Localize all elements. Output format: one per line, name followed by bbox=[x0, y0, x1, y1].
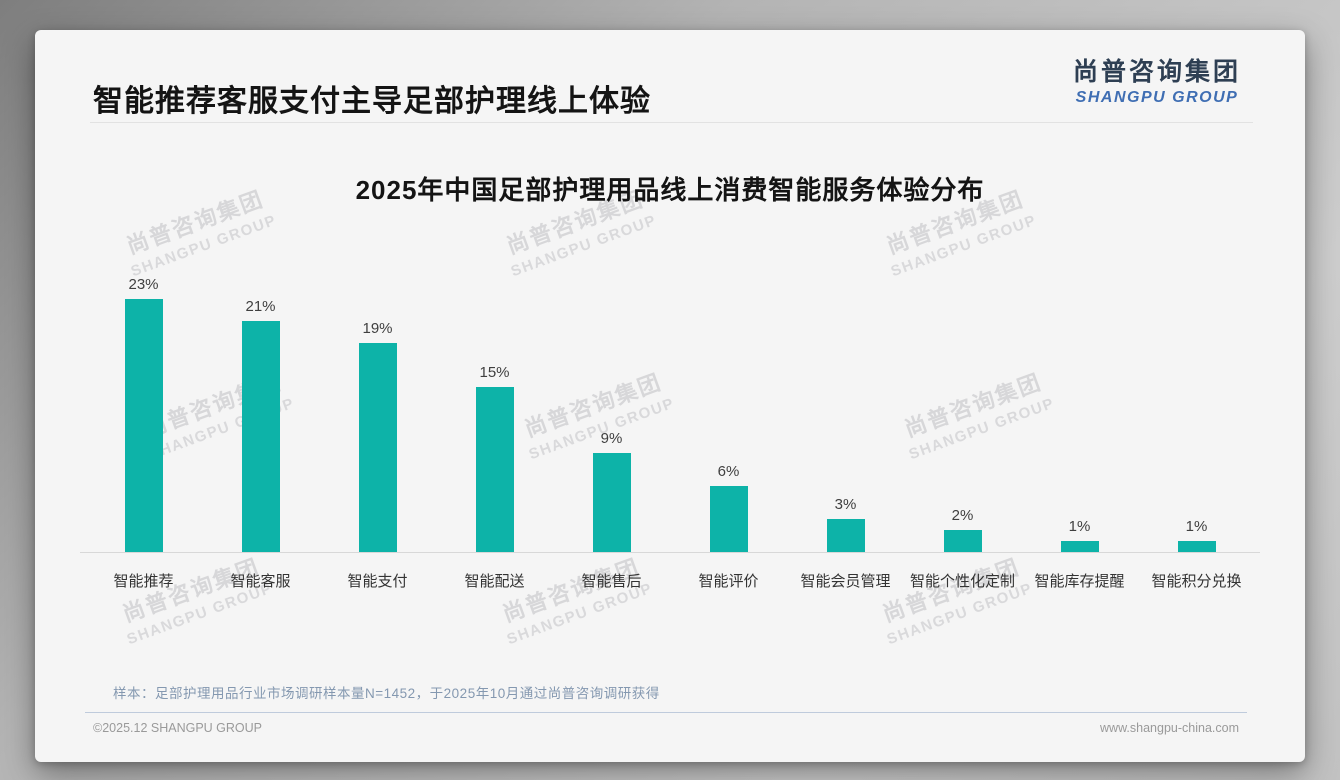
bar-value-label: 1% bbox=[1185, 518, 1208, 535]
bar bbox=[1060, 541, 1099, 552]
brand-watermark: 尚普咨询集团 SHANGPU GROUP bbox=[91, 540, 296, 656]
brand-watermark: 尚普咨询集团 SHANGPU GROUP bbox=[851, 540, 1056, 656]
bar-value-label: 6% bbox=[717, 463, 740, 480]
x-axis-line bbox=[80, 552, 1260, 553]
category-label: 智能会员管理 bbox=[800, 573, 891, 590]
sample-footnote: 样本：足部护理用品行业市场调研样本量N=1452，于2025年10月通过尚普咨询… bbox=[113, 686, 660, 701]
category-label: 智能积分兑换 bbox=[1151, 573, 1242, 590]
chart-title: 2025年中国足部护理用品线上消费智能服务体验分布 bbox=[355, 175, 985, 205]
bar bbox=[943, 530, 982, 552]
bar bbox=[1177, 541, 1216, 552]
bar-value-label: 9% bbox=[600, 430, 623, 447]
bar-slot: 9% bbox=[553, 267, 670, 552]
page-footer: ©2025.12 SHANGPU GROUP www.shangpu-china… bbox=[93, 721, 1239, 735]
category-label: 智能评价 bbox=[698, 573, 759, 590]
footer-divider bbox=[85, 712, 1247, 713]
bar-slot: 19% bbox=[319, 267, 436, 552]
brand-logo: 尚普咨询集团 SHANGPU GROUP bbox=[1073, 52, 1241, 107]
bar-value-label: 2% bbox=[951, 507, 974, 524]
bar bbox=[124, 299, 163, 552]
category-label: 智能推荐 bbox=[113, 573, 174, 590]
bar bbox=[241, 321, 280, 552]
category-label: 智能支付 bbox=[347, 573, 408, 590]
bar-value-label: 19% bbox=[362, 320, 393, 337]
bar-slot: 3% bbox=[787, 267, 904, 552]
bar-slot: 23% bbox=[85, 267, 202, 552]
bar bbox=[475, 387, 514, 552]
footer-copyright: ©2025.12 SHANGPU GROUP bbox=[93, 721, 262, 735]
bar-value-label: 23% bbox=[128, 276, 159, 293]
bar-slot: 6% bbox=[670, 267, 787, 552]
bar bbox=[358, 343, 397, 552]
bar-slot: 1% bbox=[1021, 267, 1138, 552]
footer-website: www.shangpu-china.com bbox=[1100, 721, 1239, 735]
bar-slot: 15% bbox=[436, 267, 553, 552]
bar-value-label: 3% bbox=[834, 496, 857, 513]
bar-value-label: 1% bbox=[1068, 518, 1091, 535]
bar-value-label: 21% bbox=[245, 298, 276, 315]
brand-logo-cn: 尚普咨询集团 bbox=[1072, 58, 1241, 86]
category-label: 智能库存提醒 bbox=[1034, 573, 1125, 590]
report-card: 尚普咨询集团 SHANGPU GROUP 尚普咨询集团 SHANGPU GROUP 尚普… bbox=[35, 30, 1305, 762]
page-title: 智能推荐客服支付主导足部护理线上体验 bbox=[93, 85, 651, 118]
brand-watermark: 尚普咨询集团 SHANGPU GROUP bbox=[471, 540, 676, 656]
bar bbox=[709, 486, 748, 552]
x-axis-labels: 智能推荐 智能客服 智能支付 智能配送 智能售后 智能评价 智能会员管理 智能个性化定制 智能库… bbox=[85, 566, 1255, 591]
header-divider bbox=[90, 122, 1253, 123]
brand-logo-en: SHANGPU GROUP bbox=[1075, 89, 1239, 106]
bar-slot: 21% bbox=[202, 267, 319, 552]
category-label: 智能个性化定制 bbox=[909, 573, 1015, 590]
category-label: 智能配送 bbox=[464, 573, 525, 590]
category-label: 智能售后 bbox=[581, 573, 642, 590]
category-label: 智能客服 bbox=[230, 573, 291, 590]
bar bbox=[592, 453, 631, 552]
bar-slot: 2% bbox=[904, 267, 1021, 552]
bar-chart-plot: 23% 21% 19% 15% 9% 6% 3% 2% 1% 1% bbox=[85, 267, 1255, 552]
bar-value-label: 15% bbox=[479, 364, 510, 381]
bar-slot: 1% bbox=[1138, 267, 1255, 552]
bar bbox=[826, 519, 865, 552]
